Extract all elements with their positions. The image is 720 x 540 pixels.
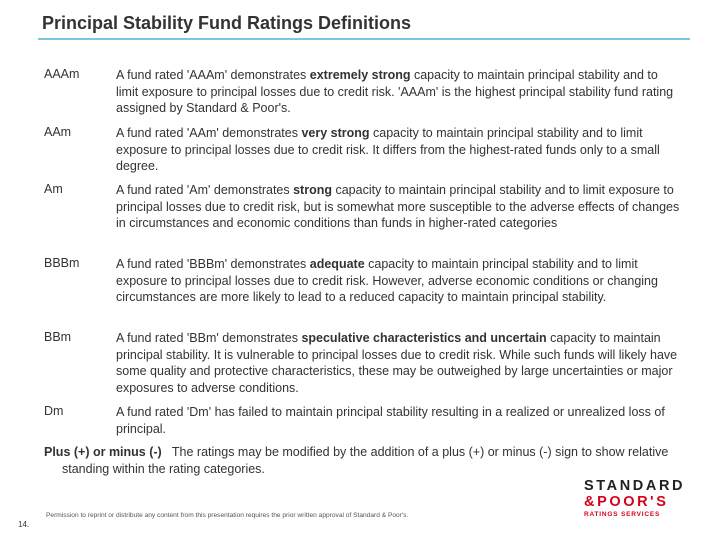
definition-emphasis: adequate <box>309 257 365 271</box>
definition-text: A fund rated 'AAm' demonstrates <box>116 126 302 140</box>
rating-code: AAm <box>44 125 72 139</box>
rating-definition: A fund rated 'AAAm' demonstrates extreme… <box>116 67 682 117</box>
rating-code: Am <box>44 182 63 196</box>
title-rule <box>38 38 690 40</box>
logo-line: RATINGS SERVICES <box>584 511 661 518</box>
logo-line: &POOR'S <box>584 494 669 510</box>
permission-notice: Permission to reprint or distribute any … <box>46 512 409 519</box>
definition-text: capacity to maintain principal stability… <box>116 183 680 230</box>
rating-definition: A fund rated 'Dm' has failed to maintain… <box>116 404 682 437</box>
definition-emphasis: strong <box>293 183 332 197</box>
note-label: Plus (+) or minus (-) <box>44 445 162 459</box>
definition-emphasis: speculative characteristics and uncertai… <box>301 331 547 345</box>
definition-text: A fund rated 'Am' demonstrates <box>116 183 294 197</box>
definition-text: A fund rated 'BBBm' demonstrates <box>116 257 310 271</box>
rating-definition: A fund rated 'AAm' demonstrates very str… <box>116 125 682 175</box>
definition-text: capacity to maintain principal stability… <box>116 68 674 115</box>
rating-definition: A fund rated 'BBm' demonstrates speculat… <box>116 330 682 396</box>
definition-text: A fund rated 'AAAm' demonstrates <box>116 68 310 82</box>
logo: STANDARD &POOR'S RATINGS SERVICES <box>584 478 700 520</box>
rating-code: BBm <box>44 330 72 344</box>
definition-text: A fund rated 'BBm' demonstrates <box>116 331 302 345</box>
definition-emphasis: very strong <box>301 126 370 140</box>
note: Plus (+) or minus (-) The ratings may be… <box>44 444 692 477</box>
definition-text: capacity to maintain principal stability… <box>116 331 678 395</box>
definition-emphasis: extremely strong <box>309 68 411 82</box>
rating-code: BBBm <box>44 256 80 270</box>
rating-definition: A fund rated 'BBBm' demonstrates adequat… <box>116 256 682 306</box>
page-number: 14. <box>18 520 30 529</box>
rating-code: Dm <box>44 404 64 418</box>
rating-definition: A fund rated 'Am' demonstrates strong ca… <box>116 182 682 232</box>
definition-text: A fund rated 'Dm' has failed to maintain… <box>116 405 665 436</box>
rating-code: AAAm <box>44 67 80 81</box>
note-text: The ratings may be modified by the addit… <box>62 445 669 476</box>
definition-text: capacity to maintain principal stability… <box>116 126 660 173</box>
slide-title: Principal Stability Fund Ratings Definit… <box>42 13 412 33</box>
definition-text: capacity to maintain principal stability… <box>116 257 658 304</box>
logo-line: STANDARD <box>584 478 686 494</box>
